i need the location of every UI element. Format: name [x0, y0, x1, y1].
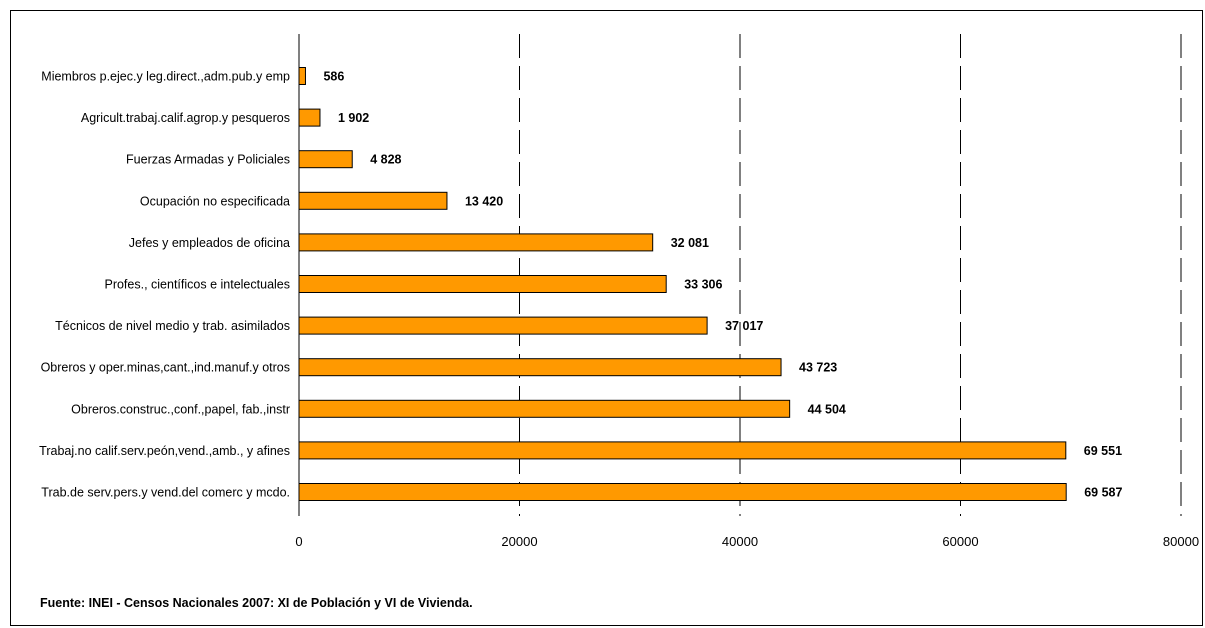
bar-8	[298, 399, 791, 418]
bar-9	[298, 441, 1067, 460]
category-label-1: Agricult.trabaj.calif.agrop.y pesqueros	[81, 111, 290, 125]
x-tick-label-80000: 80000	[1163, 534, 1199, 549]
bar-2	[298, 150, 353, 169]
bar-5	[298, 275, 667, 293]
category-label-6: Técnicos de nivel medio y trab. asimilad…	[55, 319, 290, 333]
data-label-2: 4 828	[370, 153, 401, 167]
category-label-3: Ocupación no especificada	[140, 194, 290, 208]
x-tick-label-0: 0	[295, 534, 302, 549]
bar-10	[298, 483, 1067, 501]
category-label-5: Profes., científicos e intelectuales	[104, 278, 290, 292]
category-label-7: Obreros y oper.minas,cant.,ind.manuf.y o…	[41, 361, 290, 375]
x-tick-label-60000: 60000	[942, 534, 978, 549]
bar-3	[298, 191, 448, 210]
data-label-4: 32 081	[671, 236, 709, 250]
source-note: Fuente: INEI - Censos Nacionales 2007: X…	[40, 596, 473, 610]
category-label-0: Miembros p.ejec.y leg.direct.,adm.pub.y …	[41, 70, 290, 84]
data-label-3: 13 420	[465, 194, 503, 208]
category-label-4: Jefes y empleados de oficina	[129, 236, 290, 250]
bar-4	[298, 233, 654, 252]
bar-0	[298, 67, 306, 85]
x-tick-label-20000: 20000	[501, 534, 537, 549]
data-label-8: 44 504	[808, 402, 846, 416]
data-label-10: 69 587	[1084, 486, 1122, 500]
bar-1	[298, 108, 321, 127]
data-label-1: 1 902	[338, 111, 369, 125]
data-label-0: 586	[323, 70, 344, 84]
data-label-5: 33 306	[684, 278, 722, 292]
bar-7	[298, 358, 782, 377]
data-label-9: 69 551	[1084, 444, 1122, 458]
data-label-6: 37 017	[725, 319, 763, 333]
bar-6	[298, 316, 708, 335]
x-tick-label-40000: 40000	[722, 534, 758, 549]
category-label-2: Fuerzas Armadas y Policiales	[126, 153, 290, 167]
category-label-8: Obreros.construc.,conf.,papel, fab.,inst…	[71, 402, 290, 416]
category-label-9: Trabaj.no calif.serv.peón,vend.,amb., y …	[39, 444, 290, 458]
category-label-10: Trab.de serv.pers.y vend.del comerc y mc…	[41, 486, 290, 500]
data-label-7: 43 723	[799, 361, 837, 375]
